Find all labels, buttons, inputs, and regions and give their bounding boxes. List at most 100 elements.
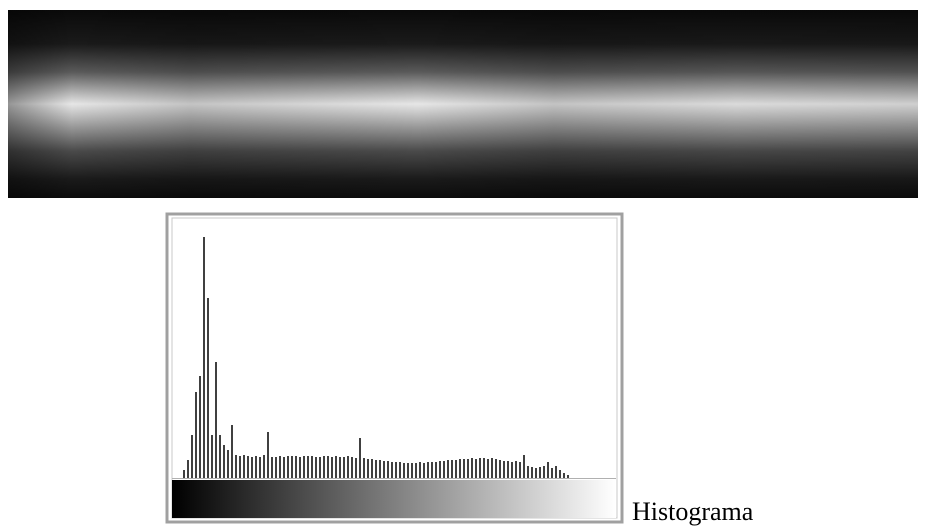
bar bbox=[403, 463, 405, 478]
bar bbox=[299, 457, 301, 478]
bar bbox=[551, 468, 553, 478]
bar bbox=[187, 460, 189, 478]
bar bbox=[399, 462, 401, 478]
bar bbox=[463, 459, 465, 478]
bar bbox=[447, 460, 449, 478]
caption: Histograma bbox=[632, 497, 754, 526]
bar bbox=[327, 456, 329, 478]
bar bbox=[359, 438, 361, 478]
bar bbox=[459, 459, 461, 478]
bar bbox=[503, 461, 505, 478]
bar bbox=[367, 459, 369, 478]
bar bbox=[235, 455, 237, 478]
bar bbox=[355, 458, 357, 478]
bar bbox=[391, 462, 393, 478]
bar bbox=[515, 461, 517, 478]
bar bbox=[427, 462, 429, 478]
bar bbox=[383, 461, 385, 478]
bar bbox=[287, 456, 289, 478]
bar bbox=[247, 456, 249, 478]
bar bbox=[211, 435, 213, 478]
bar bbox=[475, 459, 477, 478]
bar bbox=[375, 460, 377, 478]
bar bbox=[435, 462, 437, 478]
bar bbox=[511, 462, 513, 478]
bar bbox=[267, 432, 269, 478]
bar bbox=[479, 458, 481, 478]
bar bbox=[311, 456, 313, 478]
bar bbox=[279, 456, 281, 478]
bar bbox=[263, 455, 265, 478]
bar bbox=[199, 376, 201, 478]
bar bbox=[283, 457, 285, 478]
bar bbox=[499, 460, 501, 478]
bar bbox=[223, 445, 225, 478]
bar bbox=[507, 461, 509, 478]
bar bbox=[395, 462, 397, 478]
bar bbox=[439, 461, 441, 478]
bar bbox=[343, 457, 345, 478]
bar bbox=[491, 458, 493, 478]
bar bbox=[527, 466, 529, 478]
bar bbox=[323, 456, 325, 478]
bar bbox=[415, 463, 417, 478]
bar bbox=[215, 362, 217, 478]
bar bbox=[467, 459, 469, 478]
bar bbox=[483, 458, 485, 478]
bar bbox=[239, 456, 241, 478]
bar bbox=[523, 455, 525, 478]
bar bbox=[519, 462, 521, 478]
bar bbox=[419, 462, 421, 478]
bar bbox=[195, 392, 197, 478]
bar bbox=[495, 459, 497, 478]
bar bbox=[191, 435, 193, 478]
bar bbox=[219, 435, 221, 478]
bar bbox=[555, 466, 557, 478]
bar bbox=[331, 457, 333, 478]
bar bbox=[203, 237, 205, 478]
bar bbox=[443, 461, 445, 478]
plot-area bbox=[171, 217, 618, 519]
bar bbox=[371, 459, 373, 478]
bar bbox=[543, 466, 545, 478]
bar bbox=[547, 462, 549, 478]
bar bbox=[471, 458, 473, 478]
bar bbox=[423, 463, 425, 478]
bar bbox=[347, 456, 349, 478]
bar bbox=[255, 456, 257, 478]
bar bbox=[319, 457, 321, 478]
bar bbox=[251, 457, 253, 478]
bar bbox=[243, 455, 245, 478]
bar bbox=[539, 467, 541, 478]
bar bbox=[307, 456, 309, 478]
bar bbox=[487, 459, 489, 478]
gray-scale-bar bbox=[172, 480, 616, 518]
bar bbox=[411, 463, 413, 478]
bar bbox=[451, 460, 453, 478]
bar bbox=[291, 456, 293, 478]
bar bbox=[535, 468, 537, 478]
bar bbox=[227, 450, 229, 478]
bar bbox=[335, 456, 337, 478]
bar bbox=[351, 457, 353, 478]
bar bbox=[295, 456, 297, 478]
bar bbox=[259, 457, 261, 478]
bar bbox=[183, 470, 185, 478]
bar bbox=[407, 463, 409, 478]
bar bbox=[231, 425, 233, 478]
bar bbox=[563, 473, 565, 478]
bar bbox=[531, 467, 533, 478]
bar bbox=[275, 457, 277, 478]
bar bbox=[559, 470, 561, 478]
bar bbox=[431, 462, 433, 478]
bar bbox=[363, 458, 365, 478]
bar bbox=[207, 298, 209, 478]
bar bbox=[455, 460, 457, 478]
bar bbox=[387, 461, 389, 478]
bar bbox=[567, 475, 569, 478]
bar bbox=[271, 457, 273, 478]
image-strip bbox=[8, 10, 918, 198]
bar bbox=[379, 460, 381, 478]
